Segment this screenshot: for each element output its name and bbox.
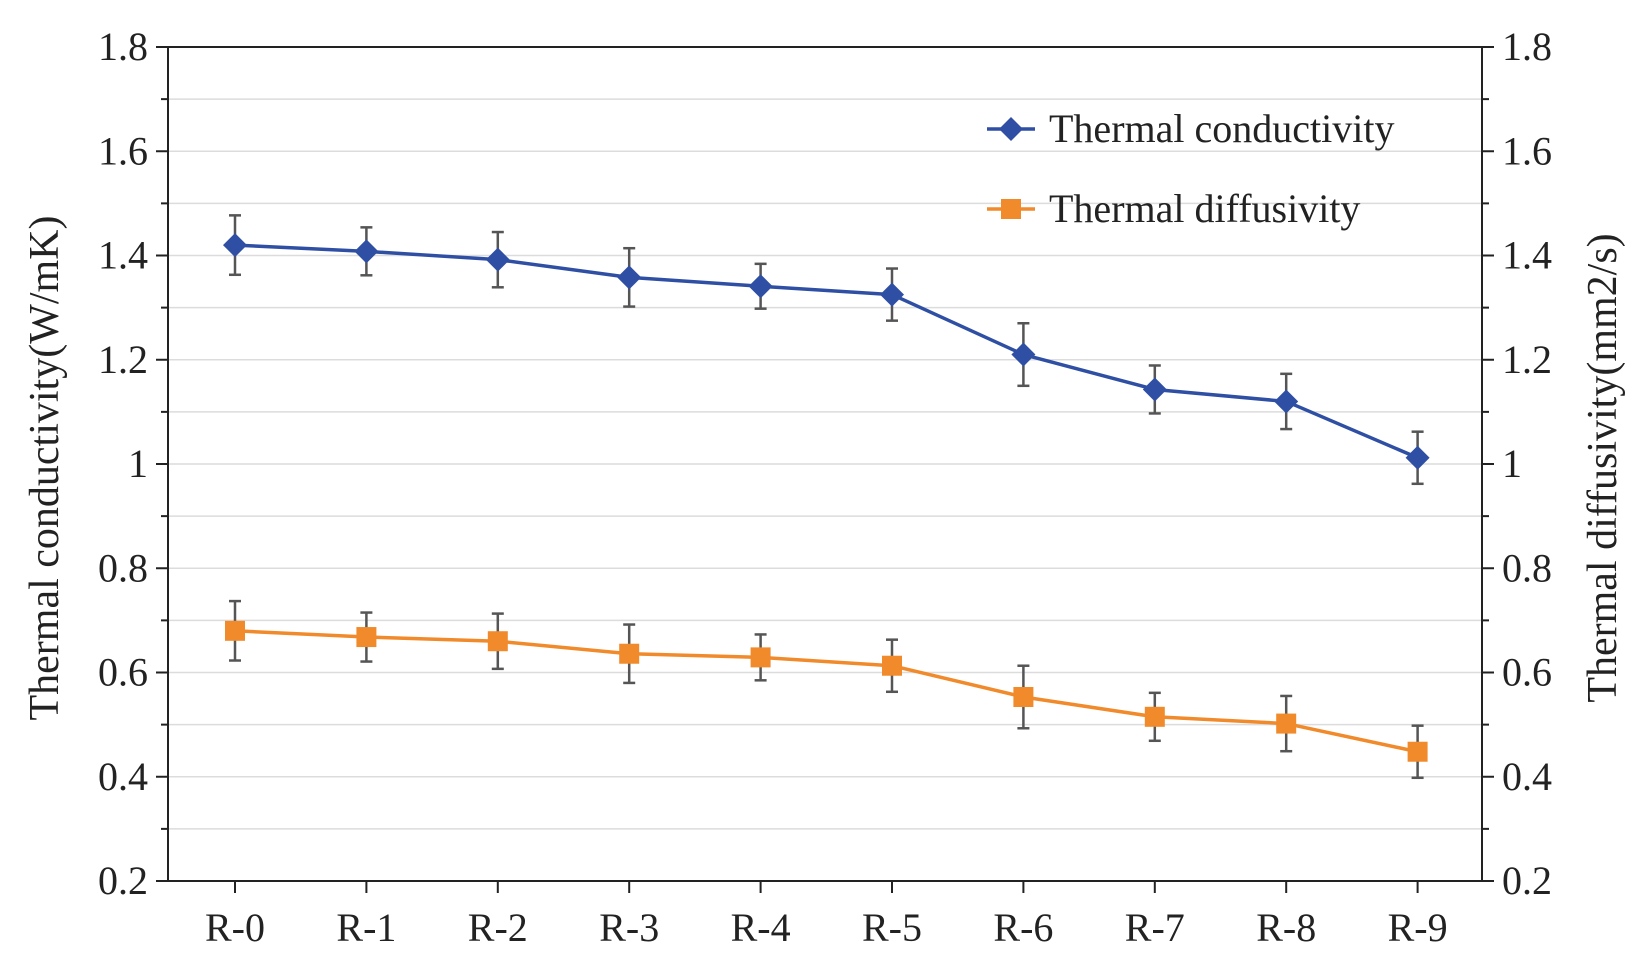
legend-diffusivity-marker <box>1001 199 1021 219</box>
x-tick-label: R-8 <box>1256 905 1316 950</box>
legend-conductivity-marker <box>999 117 1023 141</box>
x-tick-label: R-6 <box>993 905 1053 950</box>
x-tick-label: R-4 <box>731 905 791 950</box>
y-axis-title-right: Thermal diffusivity(mm2/s) <box>1580 233 1626 702</box>
data-point-conductivity <box>748 274 773 299</box>
series-line-diffusivity <box>234 629 1418 754</box>
x-tick-label: R-3 <box>599 905 659 950</box>
y-tick-label-right: 1.4 <box>1502 233 1552 278</box>
data-point-conductivity <box>354 239 379 264</box>
data-point-diffusivity <box>1144 706 1165 727</box>
data-point-conductivity <box>1011 342 1036 367</box>
data-point-diffusivity <box>882 655 902 676</box>
data-point-conductivity <box>485 247 510 272</box>
y-tick-label-left: 1.6 <box>98 128 148 173</box>
data-point-diffusivity <box>750 647 771 668</box>
y-tick-label-left: 0.6 <box>98 650 148 695</box>
y-tick-label-left: 1.4 <box>98 233 148 278</box>
y-tick-label-right: 0.2 <box>1502 858 1552 903</box>
data-point-conductivity <box>1274 389 1299 414</box>
data-point-diffusivity <box>1407 741 1428 762</box>
legend-conductivity-label: Thermal conductivity <box>1049 106 1394 151</box>
y-axis-title-left: Thermal conductivity(W/mK) <box>22 215 68 720</box>
data-point-diffusivity <box>356 627 377 648</box>
data-point-conductivity <box>1142 377 1167 402</box>
y-tick-label-left: 1 <box>128 441 148 486</box>
x-tick-label: R-2 <box>468 905 528 950</box>
y-tick-label-right: 0.6 <box>1502 650 1552 695</box>
data-point-conductivity <box>223 233 247 258</box>
y-tick-label-right: 1.6 <box>1502 128 1552 173</box>
y-tick-label-right: 1 <box>1502 441 1522 486</box>
x-tick-label: R-7 <box>1125 905 1185 950</box>
x-tick-label: R-1 <box>336 905 396 950</box>
y-tick-labels-left: 0.2 0.4 0.6 0.8 1 1.2 1.4 1.6 1.8 <box>98 24 148 903</box>
series-group <box>223 214 1430 780</box>
legend: Thermal conductivity Thermal diffusivity <box>987 106 1394 231</box>
data-point-conductivity <box>880 282 904 307</box>
tick-marks <box>156 46 1494 893</box>
data-point-conductivity <box>1405 445 1430 470</box>
y-tick-label-left: 0.2 <box>98 858 148 903</box>
grid-lines <box>168 98 1482 830</box>
data-point-diffusivity <box>1013 686 1034 707</box>
x-tick-label: R-5 <box>862 905 922 950</box>
y-tick-label-right: 0.8 <box>1502 545 1552 590</box>
y-tick-labels-right: 0.2 0.4 0.6 0.8 1 1.2 1.4 1.6 1.8 <box>1502 24 1552 903</box>
x-tick-label: R-0 <box>205 905 265 950</box>
x-tick-labels: R-0 R-1 R-2 R-3 R-4 R-5 R-6 R-7 R-8 R-9 <box>205 905 1448 950</box>
y-tick-label-right: 0.4 <box>1502 754 1552 799</box>
legend-diffusivity-label: Thermal diffusivity <box>1049 186 1360 231</box>
data-point-diffusivity <box>487 631 508 652</box>
series-diffusivity <box>225 599 1428 780</box>
y-tick-label-right: 1.2 <box>1502 337 1552 382</box>
y-tick-label-left: 0.4 <box>98 754 148 799</box>
data-point-conductivity <box>617 265 642 290</box>
y-tick-label-left: 1.8 <box>98 24 148 69</box>
series-conductivity <box>223 214 1430 486</box>
series-line-conductivity <box>234 243 1419 460</box>
y-tick-label-right: 1.8 <box>1502 24 1552 69</box>
data-point-diffusivity <box>225 620 245 641</box>
data-point-diffusivity <box>1276 713 1297 734</box>
y-tick-label-left: 1.2 <box>98 337 148 382</box>
x-tick-label: R-9 <box>1388 905 1448 950</box>
data-point-diffusivity <box>619 643 640 664</box>
y-tick-label-left: 0.8 <box>98 545 148 590</box>
